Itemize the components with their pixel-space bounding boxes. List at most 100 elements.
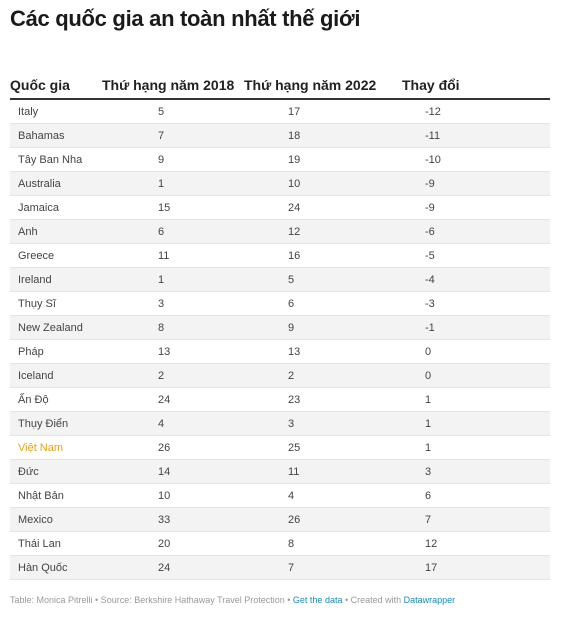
country-cell: Việt Nam: [10, 435, 102, 460]
rank-2018-cell: 1: [102, 267, 244, 292]
rank-2022-cell: 24: [244, 195, 402, 220]
rank-2018-cell: 26: [102, 435, 244, 460]
rank-2018-cell: 24: [102, 387, 244, 412]
chart-title: Các quốc gia an toàn nhất thế giới: [10, 6, 361, 31]
footer-credits: Table: Monica Pitrelli • Source: Berkshi…: [10, 595, 455, 605]
rank-2022-cell: 26: [244, 507, 402, 532]
get-the-data-link[interactable]: Get the data: [292, 595, 343, 605]
rank-2018-cell: 1: [102, 171, 244, 196]
column-header-rank-2022[interactable]: Thứ hạng năm 2022: [244, 75, 402, 100]
table-header-row: Quốc gia Thứ hạng năm 2018 Thứ hạng năm …: [10, 75, 550, 100]
change-cell: 17: [402, 555, 550, 580]
rank-2022-cell: 8: [244, 531, 402, 556]
change-cell: -11: [402, 123, 550, 148]
table-row: Tây Ban Nha 9 19 -10: [10, 147, 550, 172]
table-row: Việt Nam 26 25 1: [10, 435, 550, 460]
country-cell: Nhật Bản: [10, 483, 102, 508]
table-row: Anh 6 12 -6: [10, 219, 550, 244]
country-cell: Jamaica: [10, 195, 102, 220]
table-row: Bahamas 7 18 -11: [10, 123, 550, 148]
rank-2022-cell: 19: [244, 147, 402, 172]
rank-2022-cell: 6: [244, 291, 402, 316]
country-cell: Tây Ban Nha: [10, 147, 102, 172]
table-row: Iceland 2 2 0: [10, 363, 550, 388]
change-cell: 12: [402, 531, 550, 556]
country-cell: Italy: [10, 99, 102, 124]
rank-2022-cell: 23: [244, 387, 402, 412]
rank-2018-cell: 8: [102, 315, 244, 340]
country-cell: Hàn Quốc: [10, 555, 102, 580]
table-row: Mexico 33 26 7: [10, 507, 550, 532]
country-cell: Thụy Điển: [10, 411, 102, 436]
change-cell: -4: [402, 267, 550, 292]
change-cell: -5: [402, 243, 550, 268]
country-cell: Anh: [10, 219, 102, 244]
change-cell: -9: [402, 195, 550, 220]
change-cell: -10: [402, 147, 550, 172]
table-body: Italy 5 17 -12 Bahamas 7 18 -11 Tây Ban Nha 9 19 -1…: [10, 99, 550, 580]
table-row: Ireland 1 5 -4: [10, 267, 550, 292]
rank-2022-cell: 3: [244, 411, 402, 436]
column-header-country[interactable]: Quốc gia: [10, 75, 102, 100]
country-cell: New Zealand: [10, 315, 102, 340]
column-header-rank-2018[interactable]: Thứ hạng năm 2018: [102, 75, 244, 100]
rank-2022-cell: 7: [244, 555, 402, 580]
data-table: Quốc gia Thứ hạng năm 2018 Thứ hạng năm …: [10, 75, 550, 580]
table-row: Greece 11 16 -5: [10, 243, 550, 268]
change-cell: 1: [402, 435, 550, 460]
rank-2018-cell: 33: [102, 507, 244, 532]
rank-2018-cell: 24: [102, 555, 244, 580]
table-row: Australia 1 10 -9: [10, 171, 550, 196]
table-row: New Zealand 8 9 -1: [10, 315, 550, 340]
footer-source: Table: Monica Pitrelli • Source: Berkshi…: [10, 595, 293, 605]
change-cell: 7: [402, 507, 550, 532]
change-cell: 0: [402, 339, 550, 364]
rank-2018-cell: 3: [102, 291, 244, 316]
country-cell: Thụy Sĩ: [10, 291, 102, 316]
country-cell: Ấn Độ: [10, 387, 102, 412]
change-cell: 1: [402, 387, 550, 412]
footer-created-with: • Created with: [342, 595, 404, 605]
change-cell: 1: [402, 411, 550, 436]
column-header-change[interactable]: Thay đổi: [402, 75, 550, 100]
rank-2022-cell: 10: [244, 171, 402, 196]
country-cell: Iceland: [10, 363, 102, 388]
rank-2022-cell: 17: [244, 99, 402, 124]
country-cell: Pháp: [10, 339, 102, 364]
rank-2022-cell: 5: [244, 267, 402, 292]
country-cell: Mexico: [10, 507, 102, 532]
rank-2022-cell: 4: [244, 483, 402, 508]
rank-2018-cell: 11: [102, 243, 244, 268]
country-cell: Bahamas: [10, 123, 102, 148]
table-row: Thụy Sĩ 3 6 -3: [10, 291, 550, 316]
table-row: Pháp 13 13 0: [10, 339, 550, 364]
change-cell: 6: [402, 483, 550, 508]
change-cell: -3: [402, 291, 550, 316]
rank-2018-cell: 9: [102, 147, 244, 172]
rank-2018-cell: 10: [102, 483, 244, 508]
rank-2018-cell: 4: [102, 411, 244, 436]
rank-2022-cell: 25: [244, 435, 402, 460]
change-cell: -1: [402, 315, 550, 340]
table-row: Hàn Quốc 24 7 17: [10, 555, 550, 580]
change-cell: -6: [402, 219, 550, 244]
change-cell: 3: [402, 459, 550, 484]
country-cell: Đức: [10, 459, 102, 484]
table-row: Thụy Điển 4 3 1: [10, 411, 550, 436]
change-cell: -12: [402, 99, 550, 124]
table-row: Nhật Bản 10 4 6: [10, 483, 550, 508]
table-row: Thái Lan 20 8 12: [10, 531, 550, 556]
rank-2018-cell: 20: [102, 531, 244, 556]
datawrapper-link[interactable]: Datawrapper: [403, 595, 456, 605]
rank-2018-cell: 7: [102, 123, 244, 148]
rank-2022-cell: 9: [244, 315, 402, 340]
rank-2022-cell: 11: [244, 459, 402, 484]
rank-2018-cell: 6: [102, 219, 244, 244]
rank-2018-cell: 5: [102, 99, 244, 124]
change-cell: 0: [402, 363, 550, 388]
country-cell: Greece: [10, 243, 102, 268]
rank-2022-cell: 16: [244, 243, 402, 268]
rank-2022-cell: 13: [244, 339, 402, 364]
table-row: Italy 5 17 -12: [10, 99, 550, 124]
rank-2018-cell: 15: [102, 195, 244, 220]
